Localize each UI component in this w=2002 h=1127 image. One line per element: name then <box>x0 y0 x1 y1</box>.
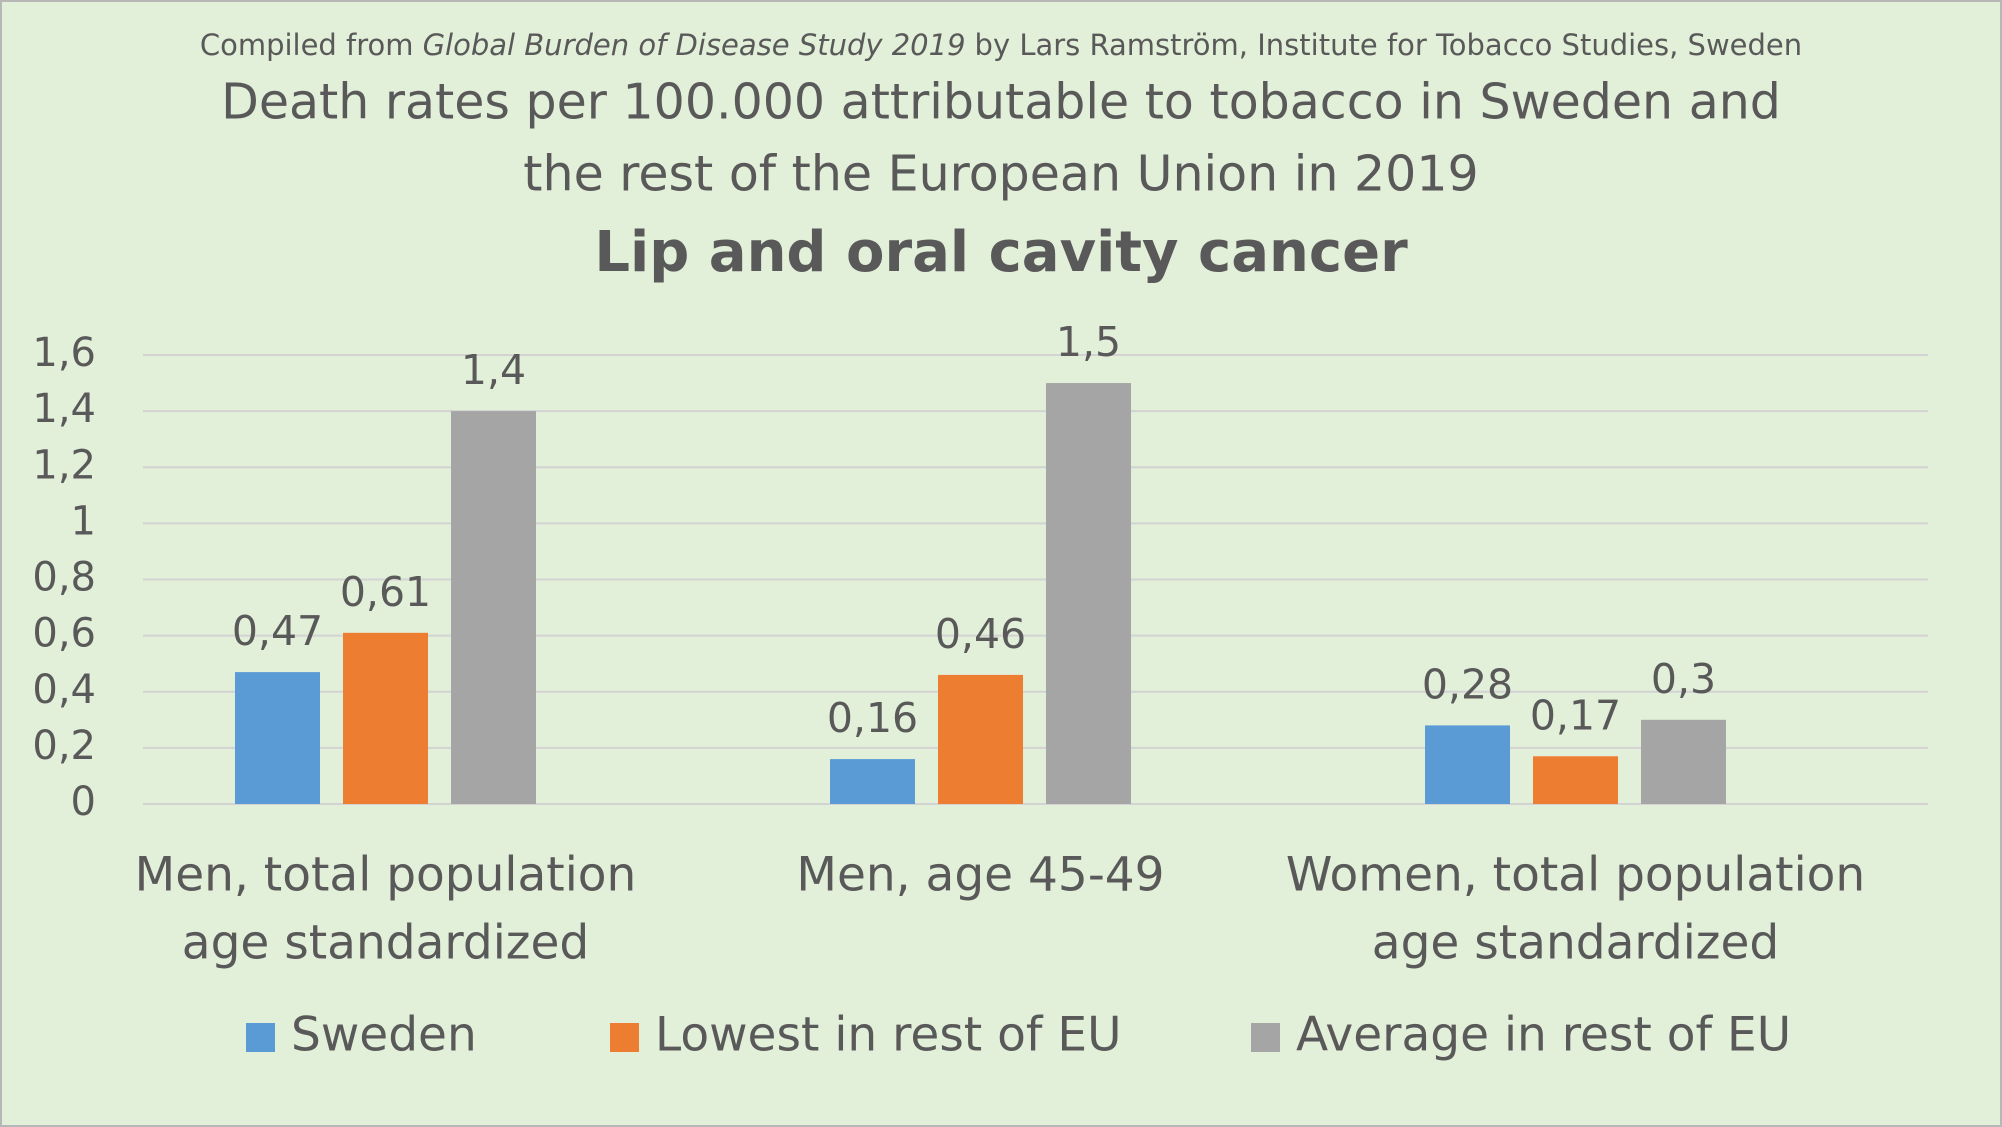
y-tick-label: 0,8 <box>32 555 96 601</box>
x-tick-label: Men, total population <box>135 848 637 903</box>
chart-subtitle: Lip and oral cavity cancer <box>594 220 1408 285</box>
value-label: 0,61 <box>340 568 431 616</box>
value-label: 0,28 <box>1422 660 1513 708</box>
legend-swatch <box>1251 1023 1280 1052</box>
bar <box>830 759 915 804</box>
legend-swatch <box>246 1023 275 1052</box>
value-label: 0,47 <box>232 607 323 655</box>
legend-label: Average in rest of EU <box>1296 1008 1791 1063</box>
x-tick-label: age standardized <box>1372 916 1779 971</box>
x-tick-label: age standardized <box>182 916 589 971</box>
bar <box>1641 719 1726 804</box>
y-tick-label: 0,6 <box>32 611 96 657</box>
value-label: 0,17 <box>1530 691 1621 739</box>
chart-title: the rest of the European Union in 2019 <box>523 146 1478 203</box>
y-tick-label: 1,6 <box>32 330 96 376</box>
bar <box>451 411 536 804</box>
source-note: Compiled from Global Burden of Disease St… <box>200 28 1802 62</box>
value-label: 0,46 <box>935 610 1026 658</box>
y-tick-label: 1 <box>71 498 96 544</box>
value-label: 0,16 <box>827 694 918 742</box>
x-tick-label: Men, age 45-49 <box>796 848 1164 903</box>
bar <box>235 672 320 804</box>
bar <box>1425 725 1510 804</box>
legend-label: Sweden <box>291 1008 477 1063</box>
value-label: 0,3 <box>1651 655 1716 703</box>
x-tick-label: Women, total population <box>1286 848 1865 903</box>
chart-title: Death rates per 100.000 attributable to … <box>221 74 1781 131</box>
value-label: 1,4 <box>461 346 526 394</box>
legend-swatch <box>610 1023 639 1052</box>
bar <box>1046 383 1131 804</box>
y-tick-label: 1,2 <box>32 442 96 488</box>
source-before: Compiled from <box>200 28 414 62</box>
value-label: 1,5 <box>1056 318 1121 366</box>
bar <box>343 632 428 804</box>
source-after: by Lars Ramström, Institute for Tobacco … <box>975 28 1803 62</box>
legend-label: Lowest in rest of EU <box>655 1008 1122 1063</box>
source-work: Global Burden of Disease Study 2019 <box>423 28 966 62</box>
y-tick-label: 0,2 <box>32 723 96 769</box>
y-tick-label: 0 <box>71 779 96 825</box>
bar <box>938 674 1023 804</box>
y-tick-label: 1,4 <box>32 386 96 432</box>
bar <box>1533 756 1618 804</box>
y-tick-label: 0,4 <box>32 667 96 713</box>
